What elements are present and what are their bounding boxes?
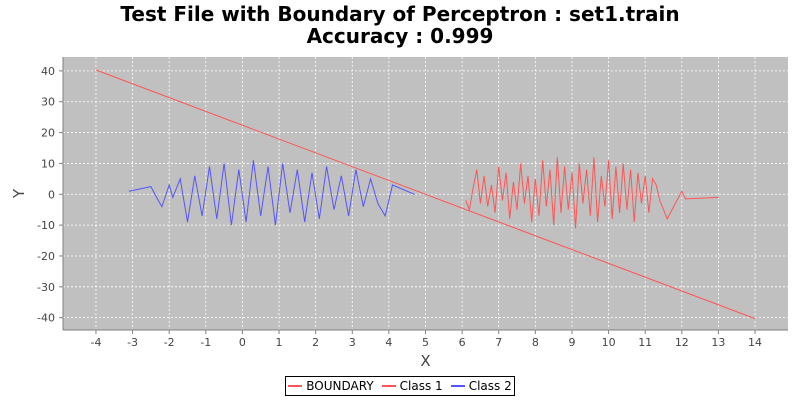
x-tick-label: -3 <box>127 336 138 349</box>
y-tick-label: -20 <box>37 250 55 263</box>
axes: -4 -3 -2 -1 0 1 2 3 4 5 6 7 8 9 10 11 12 13 14-40-30-20-10… <box>37 57 788 349</box>
x-tick-label: 7 <box>495 336 502 349</box>
x-tick-label: -1 <box>200 336 211 349</box>
legend-item-class-1: Class 1 <box>381 379 443 393</box>
class-2-line <box>128 160 415 226</box>
legend: BOUNDARY Class 1 Class 2 <box>285 376 515 396</box>
legend-item-class-2: Class 2 <box>450 379 512 393</box>
chart-title: Test File with Boundary of Perceptron : … <box>120 2 680 26</box>
x-tick-label: 9 <box>568 336 575 349</box>
y-tick-label: -30 <box>37 281 55 294</box>
x-tick-label: 10 <box>602 336 616 349</box>
legend-swatch-boundary <box>288 385 303 387</box>
chart-subtitle: Accuracy : 0.999 <box>306 24 494 48</box>
y-tick-label: 0 <box>48 188 55 201</box>
x-tick-label: 5 <box>422 336 429 349</box>
legend-swatch-class-2 <box>450 385 465 387</box>
x-tick-label: 6 <box>459 336 466 349</box>
legend-swatch-class-1 <box>381 385 396 387</box>
y-tick-label: 20 <box>41 127 55 140</box>
x-tick-label: 3 <box>349 336 356 349</box>
legend-item-boundary: BOUNDARY <box>288 379 374 393</box>
legend-label-class-2: Class 2 <box>468 379 512 393</box>
y-tick-label: 10 <box>41 157 55 170</box>
x-axis-label: X <box>420 352 430 370</box>
x-tick-label: 0 <box>239 336 246 349</box>
y-tick-label: 40 <box>41 65 55 78</box>
x-tick-label: 11 <box>638 336 652 349</box>
x-tick-label: 8 <box>532 336 539 349</box>
x-tick-label: 1 <box>276 336 283 349</box>
y-tick-label: 30 <box>41 96 55 109</box>
x-tick-label: 13 <box>711 336 725 349</box>
legend-label-class-1: Class 1 <box>399 379 443 393</box>
x-tick-label: 12 <box>675 336 689 349</box>
legend-label-boundary: BOUNDARY <box>306 379 374 393</box>
x-tick-label: 14 <box>748 336 762 349</box>
y-tick-label: -40 <box>37 312 55 325</box>
x-tick-label: -2 <box>164 336 175 349</box>
y-axis-label: Y <box>10 188 28 199</box>
x-tick-label: 4 <box>385 336 392 349</box>
x-tick-label: -4 <box>90 336 101 349</box>
y-tick-label: -10 <box>37 219 55 232</box>
series-layer <box>95 69 756 320</box>
boundary-line <box>95 69 756 320</box>
x-tick-label: 2 <box>312 336 319 349</box>
class-1-line <box>465 157 719 229</box>
